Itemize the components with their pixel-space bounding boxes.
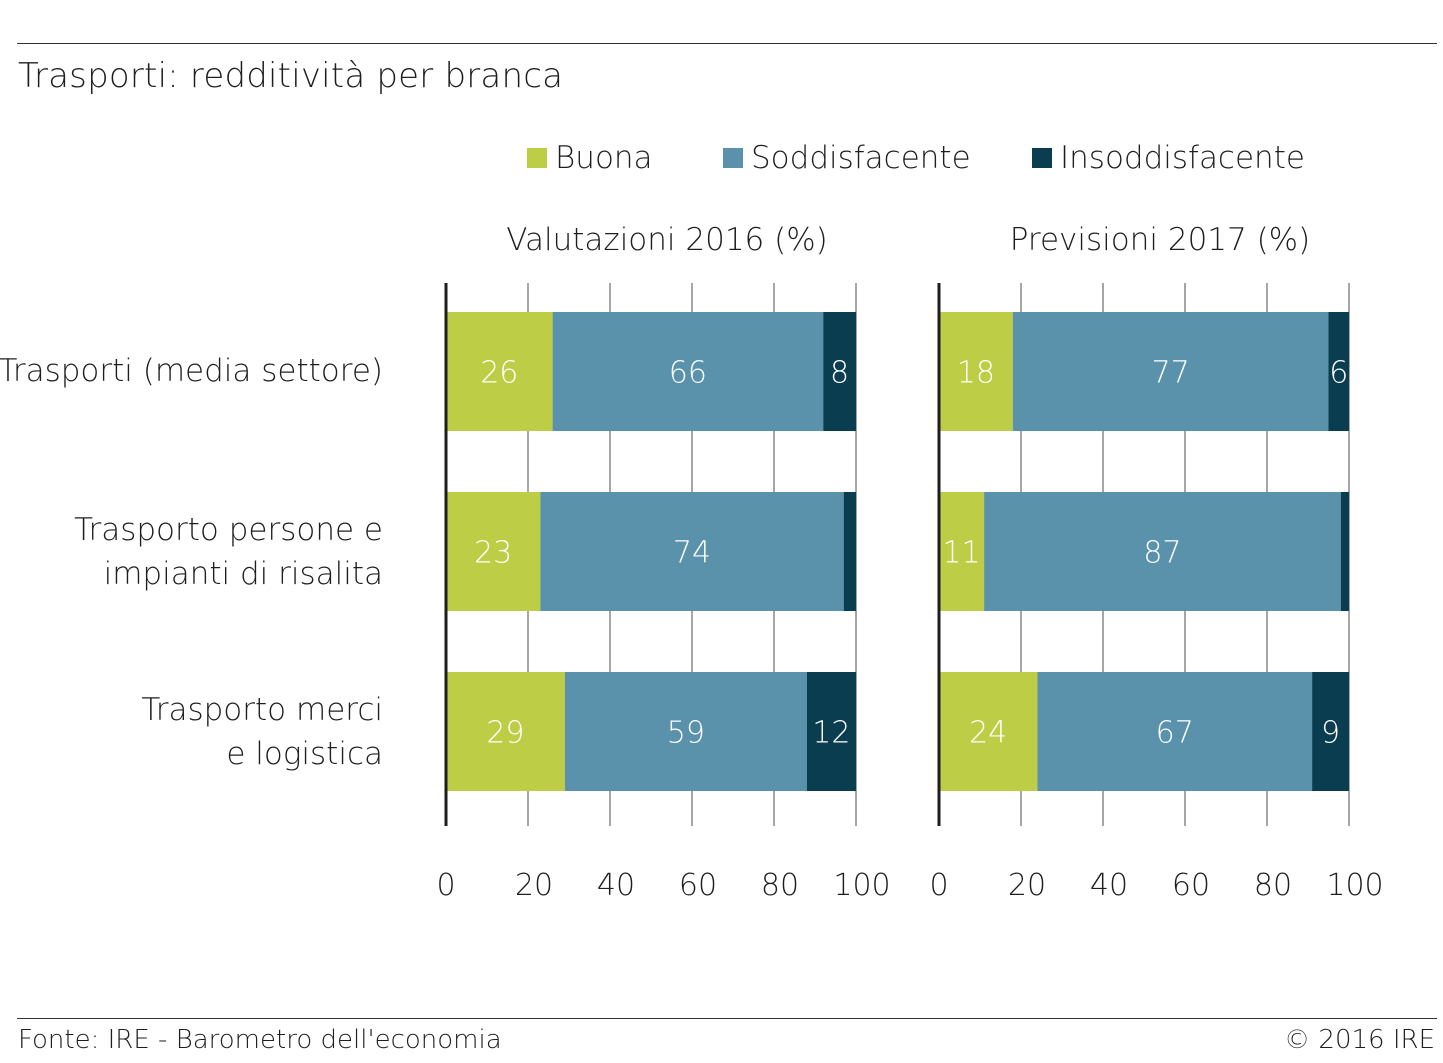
legend-item-soddisfacente: Soddisfacente [723,140,971,176]
x-tick-label: 0 [436,868,455,903]
legend-label-soddisfacente: Soddisfacente [751,140,971,176]
bar-segment-buona [939,492,985,611]
legend-swatch-insoddisfacente [1032,148,1052,168]
data-label: 66 [669,356,707,391]
bar-segment-soddisfacente [564,672,807,791]
x-tick-label: 40 [597,868,635,903]
category-label-line: Trasporti (media settore) [0,353,383,389]
data-label: 29 [486,716,524,751]
x-tick-label: 100 [1326,868,1383,903]
bar-segment-buona [939,672,1038,791]
x-tick-label: 40 [1090,868,1128,903]
bar-segment-buona [446,672,565,791]
data-label: 18 [957,356,995,391]
legend-label-insoddisfacente: Insoddisfacente [1060,140,1305,176]
data-label: 77 [1152,356,1190,391]
category-label-line: Trasporto merci [141,692,383,728]
x-tick-label: 80 [1254,868,1292,903]
chart-title: Trasporti: redditività per branca [18,56,564,96]
category-label-media-settore: Trasporti (media settore) [0,349,383,393]
x-tick-label: 20 [1008,868,1046,903]
data-label: 67 [1156,716,1194,751]
bar-segment-buona [446,312,553,431]
bar-segment-soddisfacente [540,492,844,611]
bar-segment-insoddisfacente [1312,672,1349,791]
bar-segment-buona [939,312,1013,431]
bar-segment-insoddisfacente [1340,492,1349,611]
data-label: 8 [830,356,849,391]
data-label: 6 [1329,356,1348,391]
data-label: 24 [969,716,1007,751]
legend-item-buona: Buona [527,140,653,176]
panel-title-2017: Previsioni 2017 (%) [1009,222,1311,258]
x-tick-label: 100 [833,868,890,903]
bar-segment-buona [446,492,541,611]
data-label: 23 [474,536,512,571]
bar-segment-soddisfacente [1012,312,1329,431]
data-label: 87 [1143,536,1181,571]
category-label-trasporto-merci: Trasporto merci e logistica [141,688,383,776]
bar-segment-soddisfacente [1037,672,1313,791]
footer-copyright: © 2016 IRE [1284,1025,1435,1055]
panel-title-2016: Valutazioni 2016 (%) [506,222,828,258]
footer-source: Fonte: IRE - Barometro dell'economia [18,1025,502,1055]
legend: Buona Soddisfacente Insoddisfacente [0,140,1443,184]
category-label-trasporto-persone: Trasporto persone e impianti di risalita [74,508,383,596]
x-tick-label: 20 [515,868,553,903]
legend-swatch-buona [527,148,547,168]
data-label: 26 [480,356,518,391]
data-label: 12 [812,716,850,751]
bar-segment-insoddisfacente [806,672,856,791]
top-rule [17,43,1437,44]
x-tick-label: 80 [761,868,799,903]
bar-segment-insoddisfacente [1328,312,1349,431]
legend-swatch-soddisfacente [723,148,743,168]
bottom-rule [17,1018,1437,1019]
x-tick-label: 60 [679,868,717,903]
bar-segment-soddisfacente [552,312,824,431]
category-label-line: Trasporto persone e [74,512,383,548]
category-label-line: e logistica [226,736,383,772]
legend-item-insoddisfacente: Insoddisfacente [1032,140,1305,176]
data-label: 59 [667,716,705,751]
x-tick-label: 60 [1172,868,1210,903]
bar-segment-soddisfacente [984,492,1341,611]
bar-segment-insoddisfacente [843,492,856,611]
category-label-line: impianti di risalita [103,556,383,592]
data-label: 74 [673,536,711,571]
legend-label-buona: Buona [555,140,653,176]
data-label: 9 [1321,716,1340,751]
data-label: 11 [942,536,980,571]
x-tick-label: 0 [929,868,948,903]
bar-segment-insoddisfacente [823,312,856,431]
